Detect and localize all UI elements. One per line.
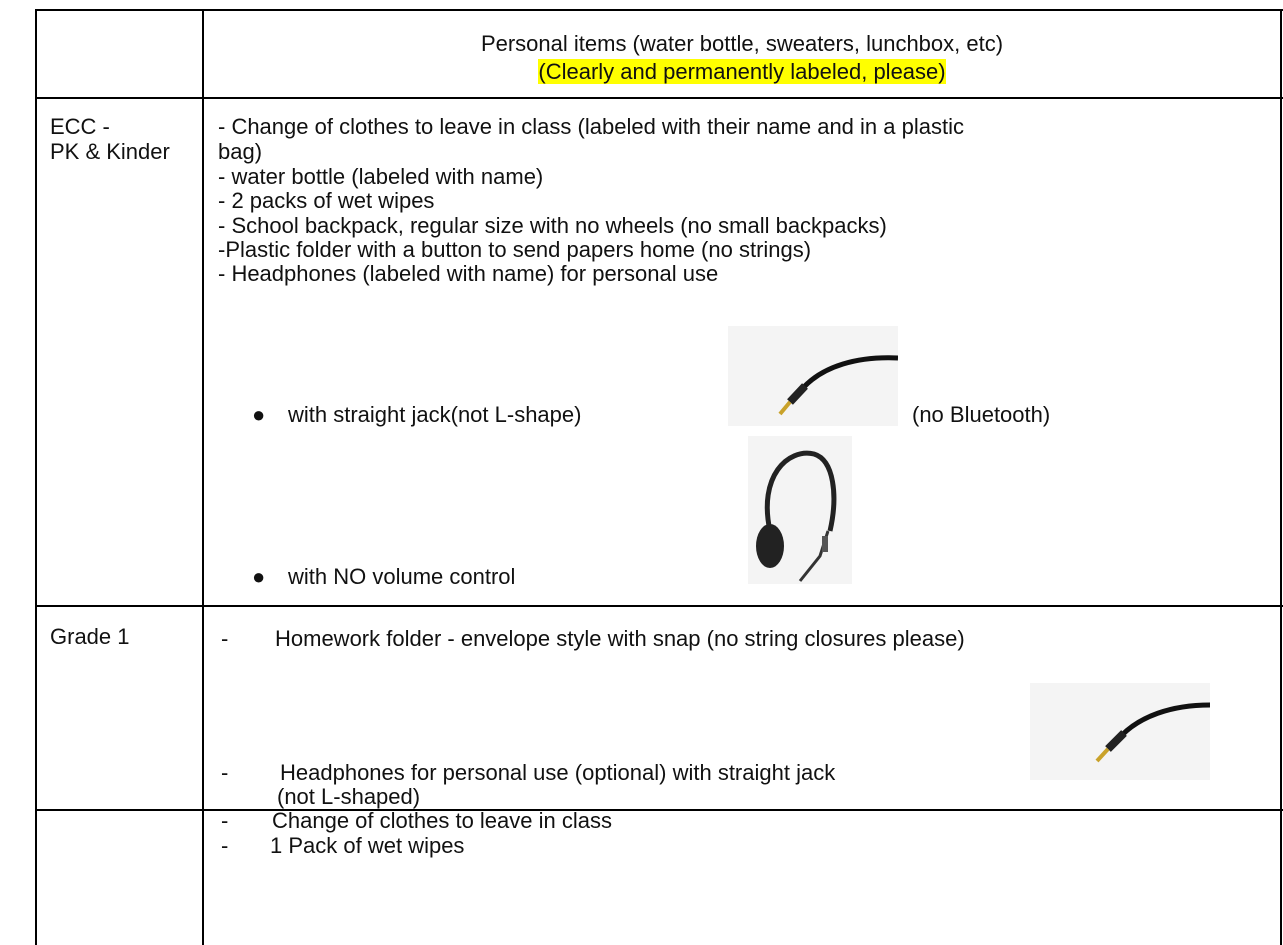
dash: - bbox=[221, 808, 229, 833]
border bbox=[35, 9, 1283, 11]
row-label: Grade 1 bbox=[50, 624, 130, 649]
row-label: ECC - bbox=[50, 114, 110, 139]
item: - water bottle (labeled with name) bbox=[218, 164, 544, 189]
jack-image bbox=[728, 326, 898, 426]
bullet-note: (no Bluetooth) bbox=[912, 402, 1051, 427]
border bbox=[35, 605, 1283, 607]
jack-image bbox=[1030, 683, 1210, 780]
bullet-dot: ● bbox=[252, 402, 266, 427]
header-note: (Clearly and permanently labeled, please… bbox=[538, 59, 946, 84]
item: Change of clothes to leave in class bbox=[272, 808, 612, 833]
bullet-dot: ● bbox=[252, 564, 266, 589]
item: - 2 packs of wet wipes bbox=[218, 188, 435, 213]
item: bag) bbox=[218, 139, 263, 164]
bullet: with straight jack(not L-shape) bbox=[288, 402, 582, 427]
dash: - bbox=[221, 626, 229, 651]
item: - School backpack, regular size with no … bbox=[218, 213, 887, 238]
item: -Plastic folder with a button to send pa… bbox=[218, 237, 812, 262]
border bbox=[35, 9, 37, 945]
item: (not L-shaped) bbox=[277, 784, 421, 809]
border bbox=[35, 809, 1283, 811]
item: - Headphones (labeled with name) for per… bbox=[218, 261, 719, 286]
item: Homework folder - envelope style with sn… bbox=[275, 626, 965, 651]
border bbox=[1280, 9, 1282, 945]
headphones-image bbox=[748, 436, 852, 584]
row-label: PK & Kinder bbox=[50, 139, 170, 164]
header-title: Personal items (water bottle, sweaters, … bbox=[480, 31, 1004, 56]
border bbox=[202, 9, 204, 945]
border bbox=[35, 97, 1283, 99]
bullet: with NO volume control bbox=[288, 564, 516, 589]
item: 1 Pack of wet wipes bbox=[270, 833, 465, 858]
item: Headphones for personal use (optional) w… bbox=[280, 760, 836, 785]
dash: - bbox=[221, 833, 229, 858]
item: - Change of clothes to leave in class (l… bbox=[218, 114, 964, 139]
dash: - bbox=[221, 760, 229, 785]
